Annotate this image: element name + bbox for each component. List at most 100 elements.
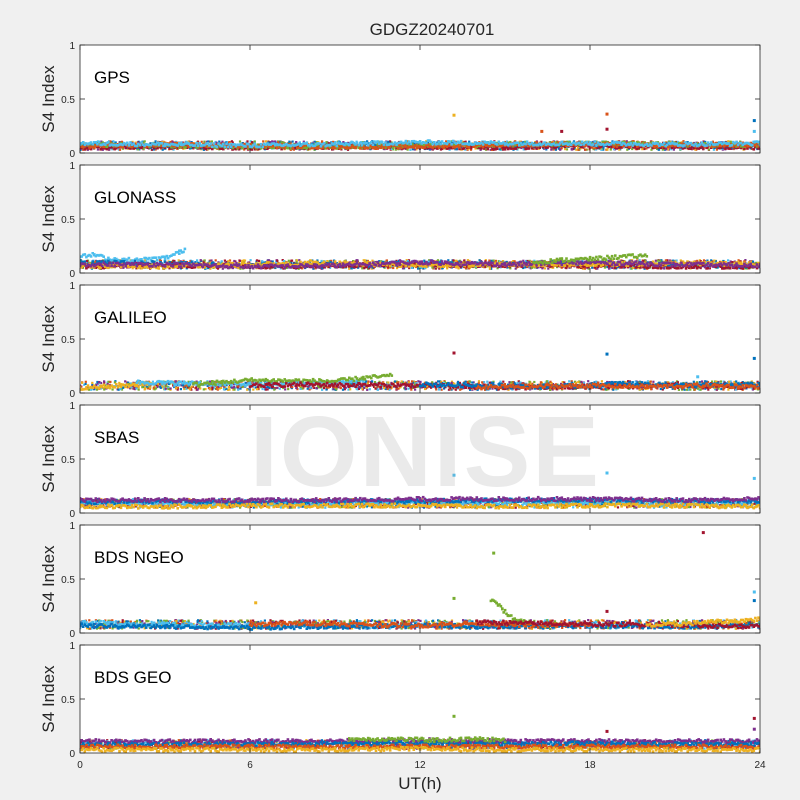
series-point-darkred [132, 147, 135, 150]
series-point-darkred [425, 146, 428, 149]
plot-area [80, 165, 760, 273]
y-tick-label: 0 [69, 149, 75, 160]
series-point-cyan [322, 141, 326, 145]
series-point-cyan [318, 142, 321, 145]
series-point-darkred [639, 145, 642, 148]
data-point [396, 267, 399, 270]
series-point-cyan [692, 144, 696, 147]
data-point [362, 259, 365, 262]
series-point-orange [667, 145, 671, 149]
series-point-green [606, 140, 609, 144]
series-point-orange [371, 146, 375, 149]
series-point-orange [388, 144, 392, 148]
series-point-cyan [752, 140, 756, 144]
data-point [101, 148, 104, 151]
series-point-darkred [155, 146, 159, 150]
data-point [727, 264, 730, 267]
series-point-cyan [291, 143, 294, 147]
series-point-orange [636, 145, 639, 148]
series-point-green [212, 145, 216, 149]
series-point-cyan [614, 140, 617, 144]
series-point-orange [728, 142, 732, 146]
data-point [466, 259, 469, 262]
series-point-green [636, 141, 639, 144]
data-point [214, 259, 217, 262]
series-point-blue [510, 145, 513, 148]
data-point [522, 141, 525, 144]
data-point [395, 259, 398, 262]
series-point-cyan [695, 144, 699, 148]
series-point-cyan [107, 141, 110, 144]
series-point-cyan [705, 144, 708, 147]
series-point-cyan [93, 141, 96, 144]
series-point-cyan [277, 143, 280, 147]
series-point-cyan [100, 143, 104, 147]
data-point [361, 267, 364, 270]
data-point [215, 141, 218, 144]
data-point [267, 259, 271, 262]
data-point [522, 259, 525, 262]
series-point-cyan [244, 145, 247, 148]
series-point-green [695, 142, 699, 146]
series-point-cyan [99, 143, 102, 147]
series-point-orange [417, 144, 420, 148]
series-point-cyan [395, 143, 398, 146]
series-point-cyan [489, 140, 493, 143]
data-point [514, 140, 517, 143]
series-point-orange [278, 145, 282, 149]
data-point [611, 140, 614, 143]
series-point-darkred [637, 146, 641, 150]
data-point [592, 148, 595, 151]
series-point-orange [185, 143, 189, 146]
data-point [581, 267, 584, 270]
data-point [584, 148, 587, 151]
series-point-orange [706, 143, 710, 147]
series-point-orange [162, 141, 165, 145]
data-point [158, 259, 162, 262]
series-point-cyan [359, 141, 362, 145]
series-point-green [344, 144, 348, 148]
data-point [80, 259, 82, 262]
data-point [154, 140, 157, 143]
series-point-darkred [552, 145, 556, 149]
series-point-green [99, 142, 102, 145]
series-point-cyan [448, 140, 452, 144]
series-point-darkred [538, 146, 541, 150]
series-point-cyan [484, 141, 488, 144]
data-point [724, 267, 727, 270]
series-point-darkred [563, 145, 567, 149]
series-point-cyan [217, 142, 220, 145]
series-point-cyan [648, 143, 652, 146]
series-point-orange [727, 144, 730, 147]
series-point-orange [362, 145, 365, 148]
series-point-green [137, 144, 140, 148]
series-point-cyan [373, 140, 376, 143]
series-point-cyan [285, 142, 288, 146]
series-point-orange [722, 145, 726, 148]
series-point-darkred [327, 147, 331, 150]
series-point-orange [102, 145, 105, 149]
series-point-darkred [152, 146, 156, 150]
series-point-orange [420, 145, 423, 149]
series-point-darkred [573, 145, 576, 148]
series-point-darkred [486, 147, 490, 151]
data-point [221, 140, 224, 143]
series-point-darkred [218, 147, 222, 150]
data-point [172, 259, 175, 262]
series-point-cyan [563, 142, 567, 145]
series-point-cyan [631, 144, 634, 147]
series-point-cyan [81, 141, 85, 144]
series-point-cyan [370, 140, 373, 144]
series-point-orange [236, 145, 239, 149]
data-point [469, 148, 473, 151]
series-point-orange [338, 147, 342, 150]
series-point-cyan [94, 141, 98, 144]
data-point [573, 147, 576, 150]
data-point [279, 140, 282, 143]
series-point-darkred [599, 145, 603, 148]
series-point-orange [442, 146, 445, 150]
series-point-cyan [676, 144, 680, 147]
series-point-cyan [340, 142, 343, 145]
data-point [269, 260, 272, 263]
series-point-cyan [237, 143, 241, 147]
